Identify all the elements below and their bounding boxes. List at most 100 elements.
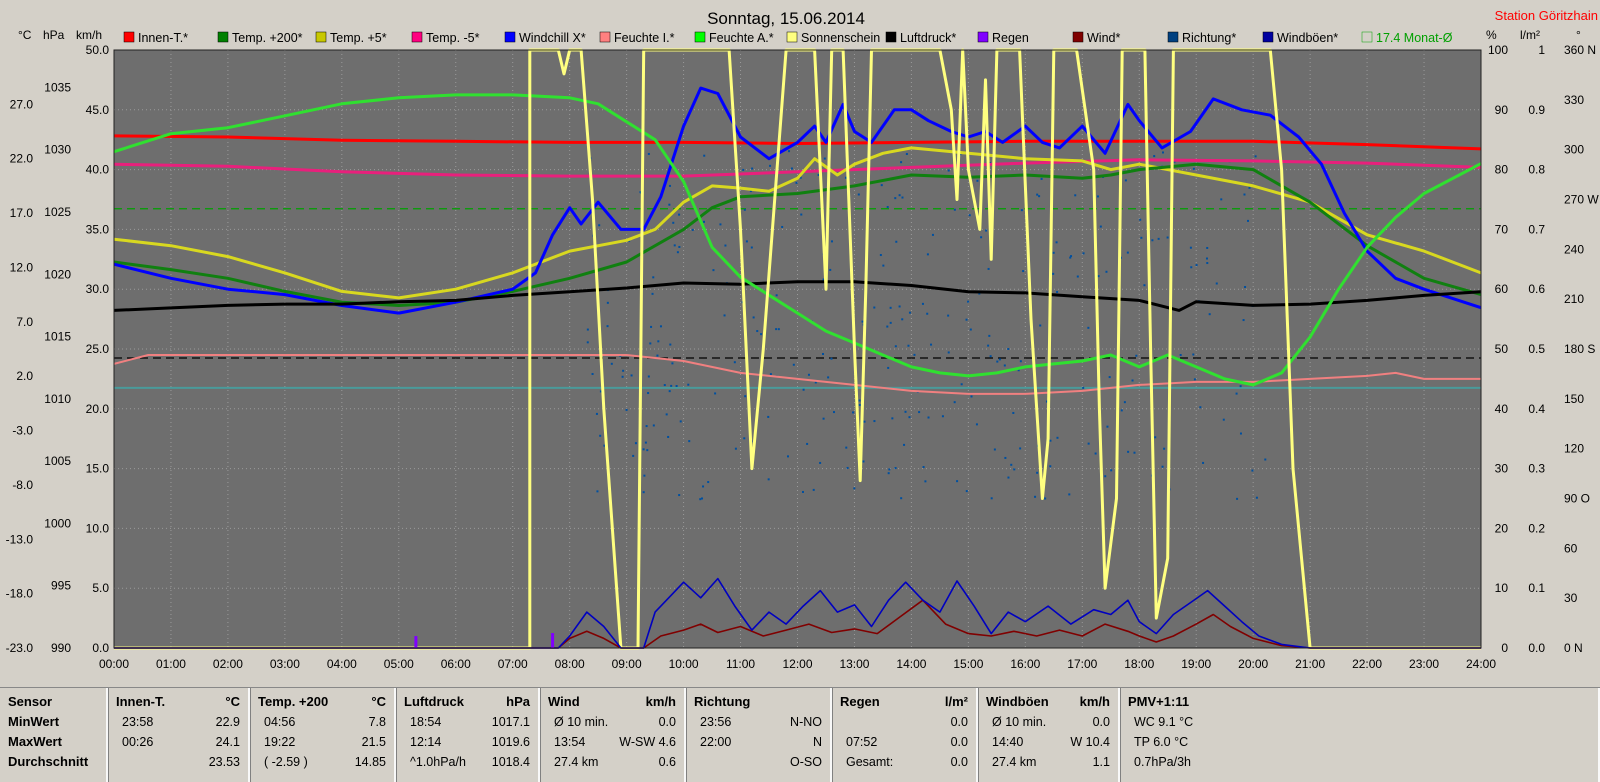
x-tick-label: 14:00	[896, 657, 926, 671]
plot-border	[113, 49, 1482, 649]
direction-point	[941, 415, 944, 418]
legend-swatch	[411, 31, 423, 43]
direction-point	[1105, 270, 1108, 273]
direction-point	[775, 328, 778, 331]
series-line	[114, 577, 1481, 649]
direction-point	[901, 318, 904, 321]
direction-point	[1106, 425, 1109, 428]
direction-point	[1049, 439, 1052, 442]
y-tick-label-humidity-pct: 40	[1495, 402, 1509, 416]
direction-point	[1012, 411, 1015, 414]
stat-cell-label: 18:54	[410, 715, 442, 729]
direction-point	[1254, 155, 1257, 158]
direction-point	[1247, 219, 1250, 222]
legend-label: Windchill X*	[519, 31, 586, 45]
stat-header: Wind km/h	[540, 692, 684, 712]
direction-point	[1131, 379, 1134, 382]
direction-point	[814, 381, 817, 384]
y-tick-label-direction-deg: 270 W	[1564, 193, 1599, 207]
direction-point	[980, 236, 983, 239]
direction-point	[1056, 290, 1059, 293]
y-tick-label-temp-c: -23.0	[6, 641, 34, 655]
stat-cell-value: 14.85	[354, 755, 386, 769]
direction-point	[669, 343, 672, 346]
direction-point	[630, 374, 633, 377]
legend-label: Regen	[992, 31, 1029, 45]
stat-header: Temp. +200 °C	[250, 692, 394, 712]
direction-point	[751, 167, 754, 170]
direction-point	[743, 208, 746, 211]
y-tick-label-direction-deg: 210	[1564, 292, 1584, 306]
y-tick-label-rain-lm2: 0.9	[1528, 103, 1545, 117]
stat-cell-label: 14:40	[992, 735, 1024, 749]
y-tick-label-wind-kmh: 35.0	[86, 222, 110, 236]
direction-point	[833, 411, 836, 414]
stat-row: 13:54 W-SW 4.6	[540, 732, 684, 752]
y-tick-label-temp-c: 2.0	[16, 369, 33, 383]
direction-point	[1007, 347, 1010, 350]
direction-point	[846, 466, 849, 469]
stat-cell-label: 0.7hPa/3h	[1134, 755, 1191, 769]
direction-point	[1004, 456, 1007, 459]
series-line	[113, 86, 1482, 315]
stat-cell-mid: W-SW 4.6	[619, 735, 676, 749]
direction-point	[1007, 476, 1010, 479]
x-tick-label: 05:00	[384, 657, 414, 671]
stat-header-unit: km/h	[1079, 694, 1110, 709]
direction-point	[675, 384, 678, 387]
direction-point	[829, 268, 832, 271]
direction-point	[880, 184, 883, 187]
stat-column: Sensor MinWert MaxWert Durchschnitt	[0, 688, 108, 782]
y-tick-label-direction-deg: 90 O	[1564, 492, 1590, 506]
y-tick-label-humidity-pct: 10	[1495, 581, 1509, 595]
direction-point	[1166, 236, 1169, 239]
direction-point	[1133, 451, 1136, 454]
direction-point	[1248, 186, 1251, 189]
stat-header-label: Windböen	[986, 694, 1049, 709]
stat-row: 23.53	[108, 752, 248, 772]
direction-point	[1055, 241, 1058, 244]
direction-point	[894, 345, 897, 348]
direction-point	[678, 245, 681, 248]
x-tick-label: 15:00	[953, 657, 983, 671]
direction-point	[968, 214, 971, 217]
stat-cell-value: 1.1	[1092, 755, 1110, 769]
legend-swatch	[315, 31, 327, 43]
direction-point	[812, 488, 815, 491]
direction-point	[647, 152, 650, 155]
legend-swatch	[123, 31, 135, 43]
y-tick-label-pressure-hpa: 1035	[44, 80, 71, 94]
legend-label: Sonnenschein	[801, 31, 880, 45]
stat-row: ( -2.59 ) 14.85	[250, 752, 394, 772]
direction-point	[900, 497, 903, 500]
stat-cell-label: 19:22	[264, 735, 296, 749]
direction-point	[610, 362, 613, 365]
direction-point	[668, 390, 671, 393]
direction-point	[649, 342, 652, 345]
direction-point	[1222, 418, 1225, 421]
direction-point	[1193, 378, 1196, 381]
direction-point	[1199, 406, 1202, 409]
y-tick-label-humidity-pct: 80	[1495, 163, 1509, 177]
y-tick-label-rain-lm2: 0.5	[1528, 342, 1545, 356]
direction-point	[900, 161, 903, 164]
direction-point	[1153, 155, 1156, 158]
direction-point	[644, 441, 647, 444]
y-tick-label-rain-lm2: 1	[1538, 43, 1545, 57]
direction-point	[767, 478, 770, 481]
x-tick-label: 11:00	[726, 657, 755, 671]
direction-point	[858, 404, 861, 407]
direction-point	[903, 443, 906, 446]
legend-swatch	[1072, 31, 1084, 43]
direction-point	[887, 366, 890, 369]
direction-point	[679, 420, 682, 423]
y-tick-label-rain-lm2: 0.3	[1528, 462, 1545, 476]
direction-point	[659, 325, 662, 328]
stat-cell-value: O-SO	[790, 755, 822, 769]
direction-point	[887, 472, 890, 475]
y-tick-label-humidity-pct: 0	[1501, 641, 1508, 655]
stat-header-unit: hPa	[506, 694, 530, 709]
y-tick-label-temp-c: -8.0	[12, 478, 33, 492]
direction-point	[1087, 442, 1090, 445]
plot-area	[114, 50, 1481, 648]
